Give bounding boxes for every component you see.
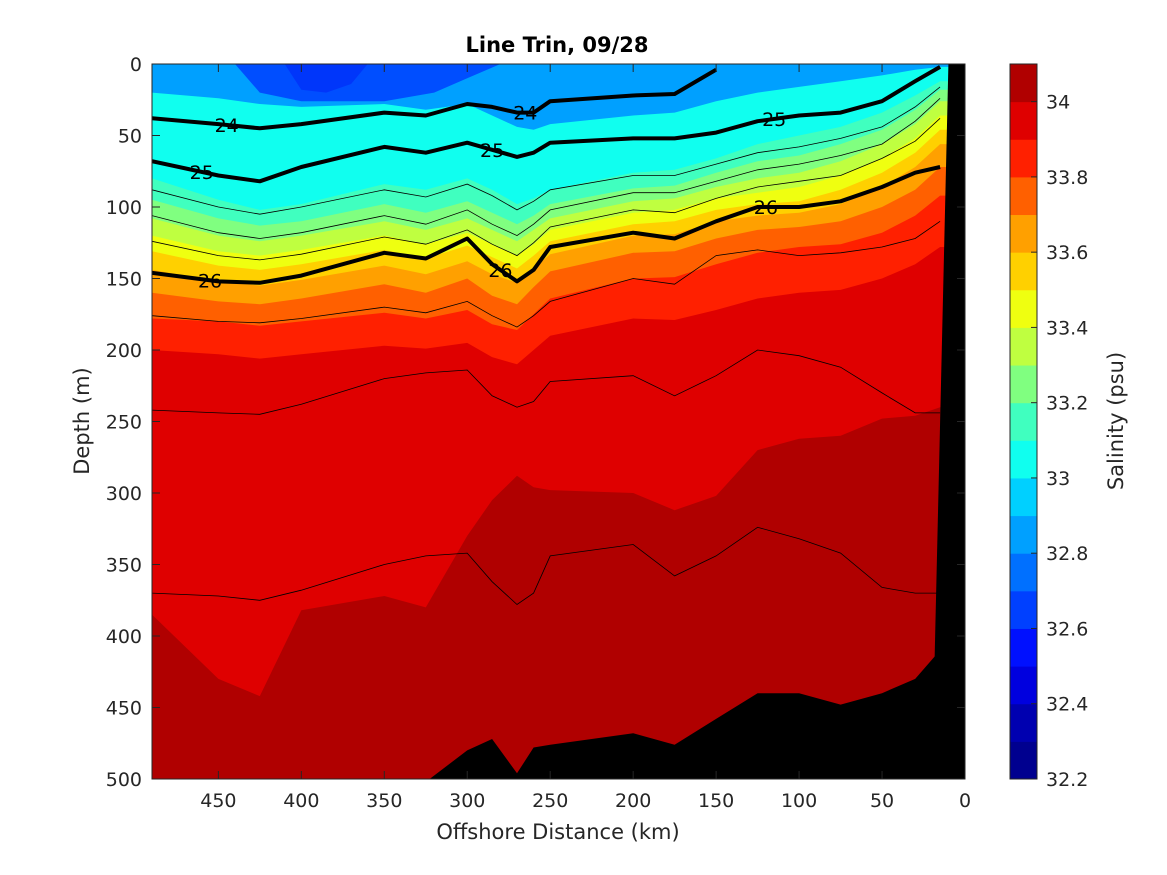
colorbar-swatch-33.5 [1010, 252, 1037, 291]
colorbar-swatch-33.9 [1010, 101, 1037, 140]
colorbar-swatch-33 [1010, 440, 1037, 479]
y-tick-label: 400 [106, 626, 142, 648]
y-tick-label: 0 [130, 54, 142, 76]
thin-isopycnal-5 [152, 349, 941, 415]
contour-label-26: 26 [488, 260, 512, 282]
contour-label-25: 25 [480, 140, 504, 162]
seafloor-wedge [931, 64, 965, 779]
y-tick-label: 50 [118, 126, 142, 148]
thin-isopycnal-2 [152, 98, 941, 239]
isopycnal-26 [152, 165, 941, 285]
contour-label-layer: 24 24 25 25 25 26 26 26 [190, 103, 787, 293]
x-tick-label: 0 [959, 790, 971, 812]
colorbar-tick-label: 33.4 [1046, 317, 1088, 339]
colorbar-swatch-32.8 [1010, 515, 1037, 554]
contour-label-25: 25 [762, 109, 786, 131]
contour-label-26: 26 [754, 197, 778, 219]
x-tick-label: 400 [283, 790, 319, 812]
x-tick-label: 50 [870, 790, 894, 812]
y-tick-label: 350 [106, 555, 142, 577]
colorbar-swatch-33.2 [1010, 365, 1037, 404]
x-axis-label: Offshore Distance (km) [436, 820, 679, 844]
isopycnal-24 [152, 67, 718, 131]
y-tick-label: 100 [106, 197, 142, 219]
y-tick-label: 250 [106, 412, 142, 434]
thin-isopycnal-4 [152, 220, 941, 328]
x-tick-label: 200 [615, 790, 651, 812]
thin-isopycnal-1 [152, 86, 941, 215]
colorbar-tick-label: 32.8 [1046, 543, 1088, 565]
colorbar-swatch-32.6 [1010, 590, 1037, 629]
y-axis: 0 50 100 150 200 250 300 350 400 450 500 [106, 54, 965, 791]
x-tick-label: 100 [781, 790, 817, 812]
colorbar-swatch-32.2 [1010, 741, 1037, 780]
colorbar-swatch-34 [1010, 64, 1037, 103]
y-tick-label: 300 [106, 483, 142, 505]
y-tick-label: 450 [106, 698, 142, 720]
colorbar-swatch-32.7 [1010, 553, 1037, 592]
colorbar-frame [1009, 63, 1038, 780]
colorbar-swatch-33.3 [1010, 327, 1037, 366]
y-tick-label: 150 [106, 269, 142, 291]
thin-isopycnal-layer [152, 86, 941, 606]
thin-isopycnal-3 [152, 118, 941, 261]
contour-label-26: 26 [198, 270, 222, 292]
colorbar-swatch-33.6 [1010, 214, 1037, 253]
colorbar-label: Salinity (psu) [1104, 352, 1128, 490]
colorbar-tick-label: 33.6 [1046, 242, 1088, 264]
colorbar-tick-label: 34 [1046, 92, 1070, 114]
colorbar-tick-label: 33.8 [1046, 167, 1088, 189]
colorbar-tick-label: 32.4 [1046, 694, 1088, 716]
x-tick-label: 150 [698, 790, 734, 812]
y-tick-label: 200 [106, 340, 142, 362]
colorbar-tick-label: 33.2 [1046, 393, 1088, 415]
seafloor-layer [931, 64, 965, 779]
y-tick-label: 500 [106, 769, 142, 791]
colorbar-swatch-33.4 [1010, 289, 1037, 328]
colorbar-swatch-32.4 [1010, 666, 1037, 705]
colorbar-swatch-33.1 [1010, 402, 1037, 441]
x-tick-label: 450 [200, 790, 236, 812]
colorbar-swatch-33.7 [1010, 176, 1037, 216]
thin-isopycnal-6 [152, 526, 941, 606]
contour-label-24: 24 [513, 103, 537, 125]
salinity-band-32.6 [235, 64, 501, 102]
x-tick-label: 250 [532, 790, 568, 812]
salinity-band-34.1 [429, 650, 965, 779]
colorbar-swatch-32.9 [1010, 477, 1037, 517]
x-axis: 450 400 350 300 250 200 150 100 50 0 [200, 64, 971, 812]
salinity-band-34.0 [152, 407, 965, 779]
x-tick-label: 300 [449, 790, 485, 812]
isopycnal-25 [152, 65, 942, 184]
colorbar-swatch-32.3 [1010, 703, 1037, 742]
contour-label-25: 25 [190, 162, 214, 184]
chart-title: Line Trin, 09/28 [465, 33, 648, 57]
contour-label-24: 24 [215, 115, 239, 137]
y-axis-label: Depth (m) [70, 367, 94, 474]
colorbar-tick-label: 32.6 [1046, 618, 1088, 640]
colorbar-tick-label: 32.2 [1046, 769, 1088, 791]
colorbar: 32.2 32.4 32.6 32.8 33 33.2 33.4 33.6 33.8 34 [1009, 63, 1088, 791]
x-tick-label: 350 [366, 790, 402, 812]
labeled-isopycnal-layer [152, 65, 942, 285]
salinity-fill-layer [152, 64, 965, 779]
plot-area [152, 64, 965, 779]
colorbar-swatch-32.5 [1010, 628, 1037, 667]
colorbar-swatch-33.8 [1010, 139, 1037, 178]
colorbar-tick-label: 33 [1046, 468, 1070, 490]
